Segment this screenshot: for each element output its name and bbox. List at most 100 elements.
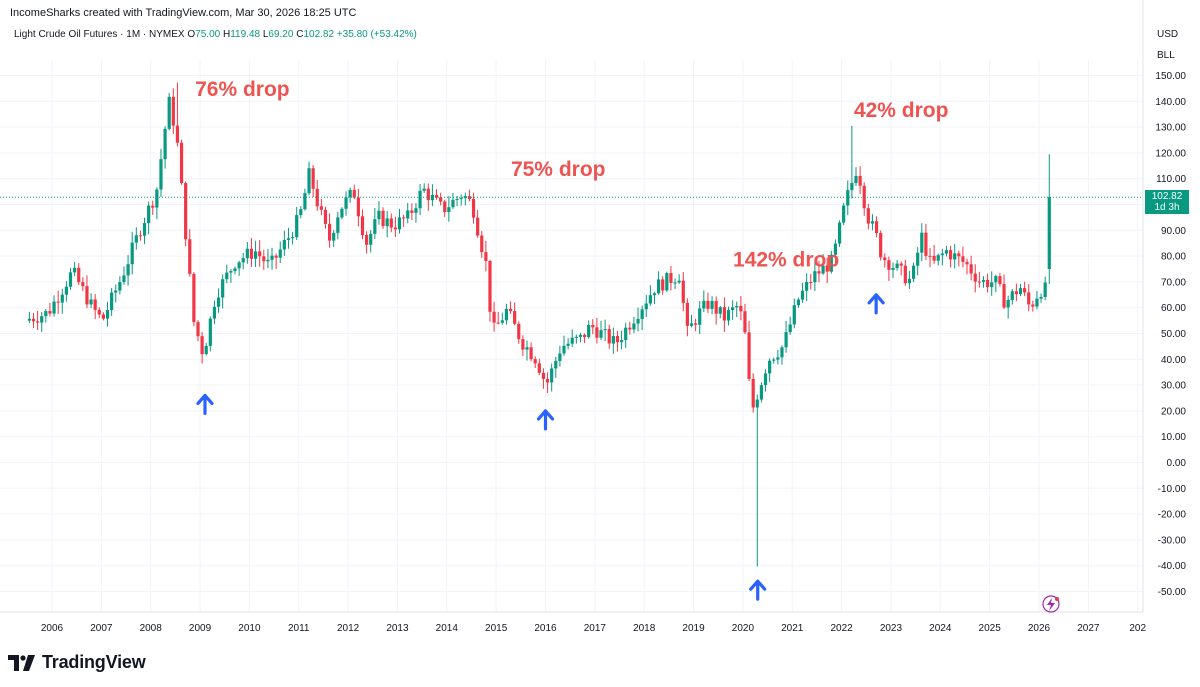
candle-body [332, 232, 336, 241]
candle-body [418, 190, 422, 209]
price-tick-label: 20.00 [1161, 406, 1186, 417]
candle-body [36, 321, 40, 323]
candle-body [1018, 288, 1023, 295]
candle-body [344, 197, 348, 209]
year-tick-label: 202 [1129, 623, 1146, 634]
candle-body [188, 239, 192, 274]
candle-body [525, 347, 529, 350]
candle-body [311, 168, 315, 189]
candle-body [792, 305, 796, 325]
candle-body [714, 300, 718, 314]
candle-body [689, 323, 694, 326]
candle-body [920, 232, 924, 253]
candle-body [587, 324, 591, 338]
candle-body [336, 217, 340, 233]
currency-label[interactable]: USD [1157, 29, 1179, 40]
candle-body [31, 318, 36, 322]
candle-body [562, 345, 566, 354]
candle-body [591, 324, 595, 328]
low-label: L [262, 29, 269, 40]
candle-body [48, 311, 52, 314]
up-arrow-icon [536, 409, 555, 431]
candle-body [558, 353, 562, 361]
up-arrow-icon [196, 393, 214, 416]
year-tick-label: 2021 [781, 623, 804, 634]
candle-body [599, 330, 603, 338]
candle-body [1031, 304, 1035, 307]
candle-body [739, 305, 743, 312]
candle-body [513, 311, 517, 324]
candle-body [850, 183, 854, 191]
candle-body [451, 199, 455, 208]
candle-body [414, 208, 418, 213]
candle-body [1043, 282, 1047, 297]
candle-body [574, 336, 578, 338]
candle-body [521, 339, 525, 350]
candle-body [369, 233, 373, 245]
candle-body [768, 360, 772, 374]
candle-body [981, 280, 986, 282]
candle-body [348, 189, 352, 198]
candle-body [60, 294, 64, 303]
candle-body [110, 292, 114, 311]
candle-body [237, 262, 241, 269]
candle-body [969, 264, 973, 274]
candle-body [726, 310, 731, 321]
tradingview-brand: TradingView [42, 652, 146, 672]
candle-body [636, 318, 640, 324]
candle-body [800, 290, 805, 300]
year-tick-label: 2020 [732, 623, 755, 634]
candle-body [64, 286, 68, 295]
candle-body [566, 343, 570, 346]
candle-body [821, 265, 825, 274]
candle-body [907, 278, 912, 284]
time-axis: 2006 2007 2008 2009 2010 2011 2012 2013 2014 2015… [0, 611, 1146, 634]
candle-body [319, 206, 323, 210]
price-tick-label: 140.00 [1155, 97, 1186, 108]
candle-body [56, 301, 60, 303]
close-value: 102.82 [303, 29, 335, 40]
candle-body [702, 300, 706, 309]
candle-body [994, 276, 998, 283]
candle-body [911, 265, 916, 279]
candle-body [825, 265, 829, 272]
candle-body [286, 238, 291, 240]
candle-body [434, 194, 439, 198]
candle-body [833, 243, 838, 255]
candle-body [874, 221, 879, 233]
tradingview-logo[interactable]: TradingView [8, 652, 146, 673]
drop-annotation: 75% drop [511, 158, 606, 181]
year-tick-label: 2011 [288, 623, 310, 634]
candle-body [208, 318, 212, 346]
candle-body [315, 188, 319, 207]
lightning-icon[interactable] [1042, 595, 1060, 613]
candle-body [665, 273, 669, 291]
candle-body [1006, 299, 1010, 308]
candle-body [755, 399, 759, 408]
candle-body [85, 286, 89, 305]
candle-body [480, 235, 484, 253]
candle-body [295, 215, 299, 238]
candle-body [669, 273, 673, 283]
candle-body [426, 188, 430, 201]
candle-body [410, 210, 414, 213]
candle-body [652, 293, 657, 296]
candle-body [529, 347, 533, 360]
candle-body [698, 308, 702, 325]
candle-body [846, 190, 850, 206]
candle-body [1023, 288, 1027, 293]
price-tick-label: -20.00 [1158, 510, 1187, 521]
drop-annotation: 142% drop [733, 248, 839, 271]
candle-body [508, 308, 513, 312]
candle-body [192, 273, 196, 323]
year-tick-label: 2007 [90, 623, 113, 634]
candle-body [718, 307, 722, 314]
price-tick-label: 90.00 [1161, 226, 1186, 237]
year-tick-label: 2024 [929, 623, 952, 634]
candle-body [130, 242, 134, 265]
year-tick-label: 2014 [436, 623, 459, 634]
candle-body [677, 280, 681, 283]
price-tick-label: 120.00 [1155, 148, 1186, 159]
candle-body [393, 227, 397, 230]
